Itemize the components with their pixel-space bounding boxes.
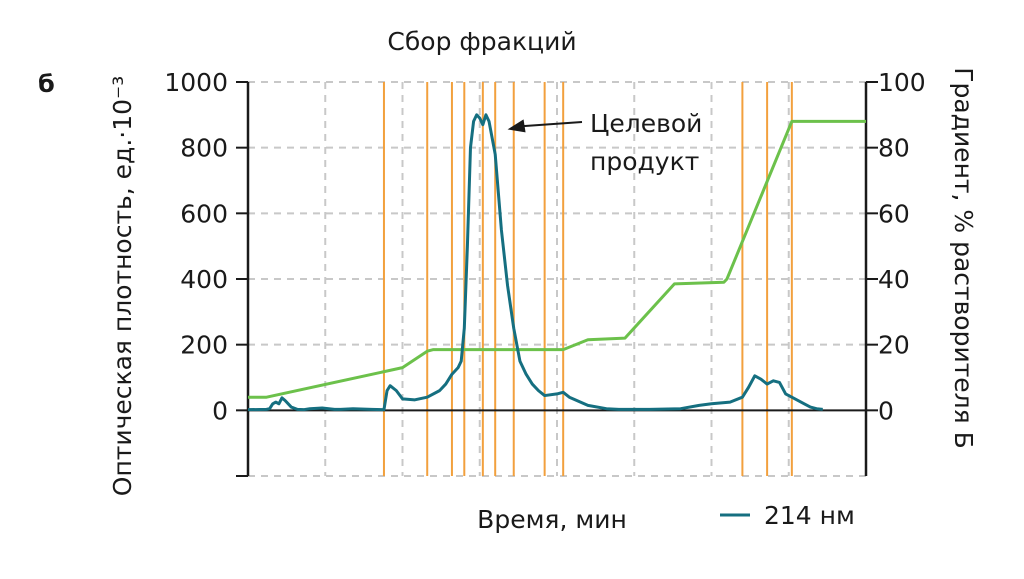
- legend-label-214nm: 214 нм: [764, 501, 855, 530]
- annotation-line1: Целевой: [590, 109, 702, 138]
- chart-title: Сбор фракций: [387, 27, 576, 56]
- annotation-arrowhead: [507, 119, 526, 133]
- grid: [248, 81, 866, 477]
- axes: [236, 81, 878, 477]
- y-left-tick-label: 800: [180, 134, 228, 163]
- y-left-tick-label: 600: [180, 199, 228, 228]
- series-gradient-line: [248, 119, 866, 399]
- y-axis-right-label: Градиент, % растворителя Б: [949, 67, 978, 449]
- x-axis-label: Время, мин: [477, 505, 627, 534]
- y-right-tick-label: 20: [878, 331, 910, 360]
- y-right-tick-label: 0: [878, 396, 894, 425]
- y-left-tick-label: 200: [180, 331, 228, 360]
- panel-label: б: [38, 70, 55, 98]
- y-right-tick-label: 100: [878, 68, 926, 97]
- series-layer: [247, 113, 866, 412]
- y-left-tick-labels: 1000 800 600 400 200 0: [164, 68, 228, 425]
- y-left-tick-label: 0: [212, 396, 228, 425]
- y-right-tick-label: 40: [878, 265, 910, 294]
- y-right-tick-labels: 100 80 60 40 20 0: [878, 68, 926, 425]
- y-right-tick-label: 80: [878, 134, 910, 163]
- annotation-arrow: [519, 121, 583, 128]
- series-214nm-line: [247, 113, 823, 412]
- y-axis-left-label: Оптическая плотность, ед.·10⁻³: [108, 76, 137, 496]
- annotation-line2: продукт: [590, 147, 699, 176]
- legend: 214 нм: [720, 501, 855, 530]
- y-left-tick-label: 1000: [164, 68, 228, 97]
- y-left-tick-label: 400: [180, 265, 228, 294]
- annotation: Целевой продукт: [507, 109, 702, 176]
- y-right-tick-label: 60: [878, 199, 910, 228]
